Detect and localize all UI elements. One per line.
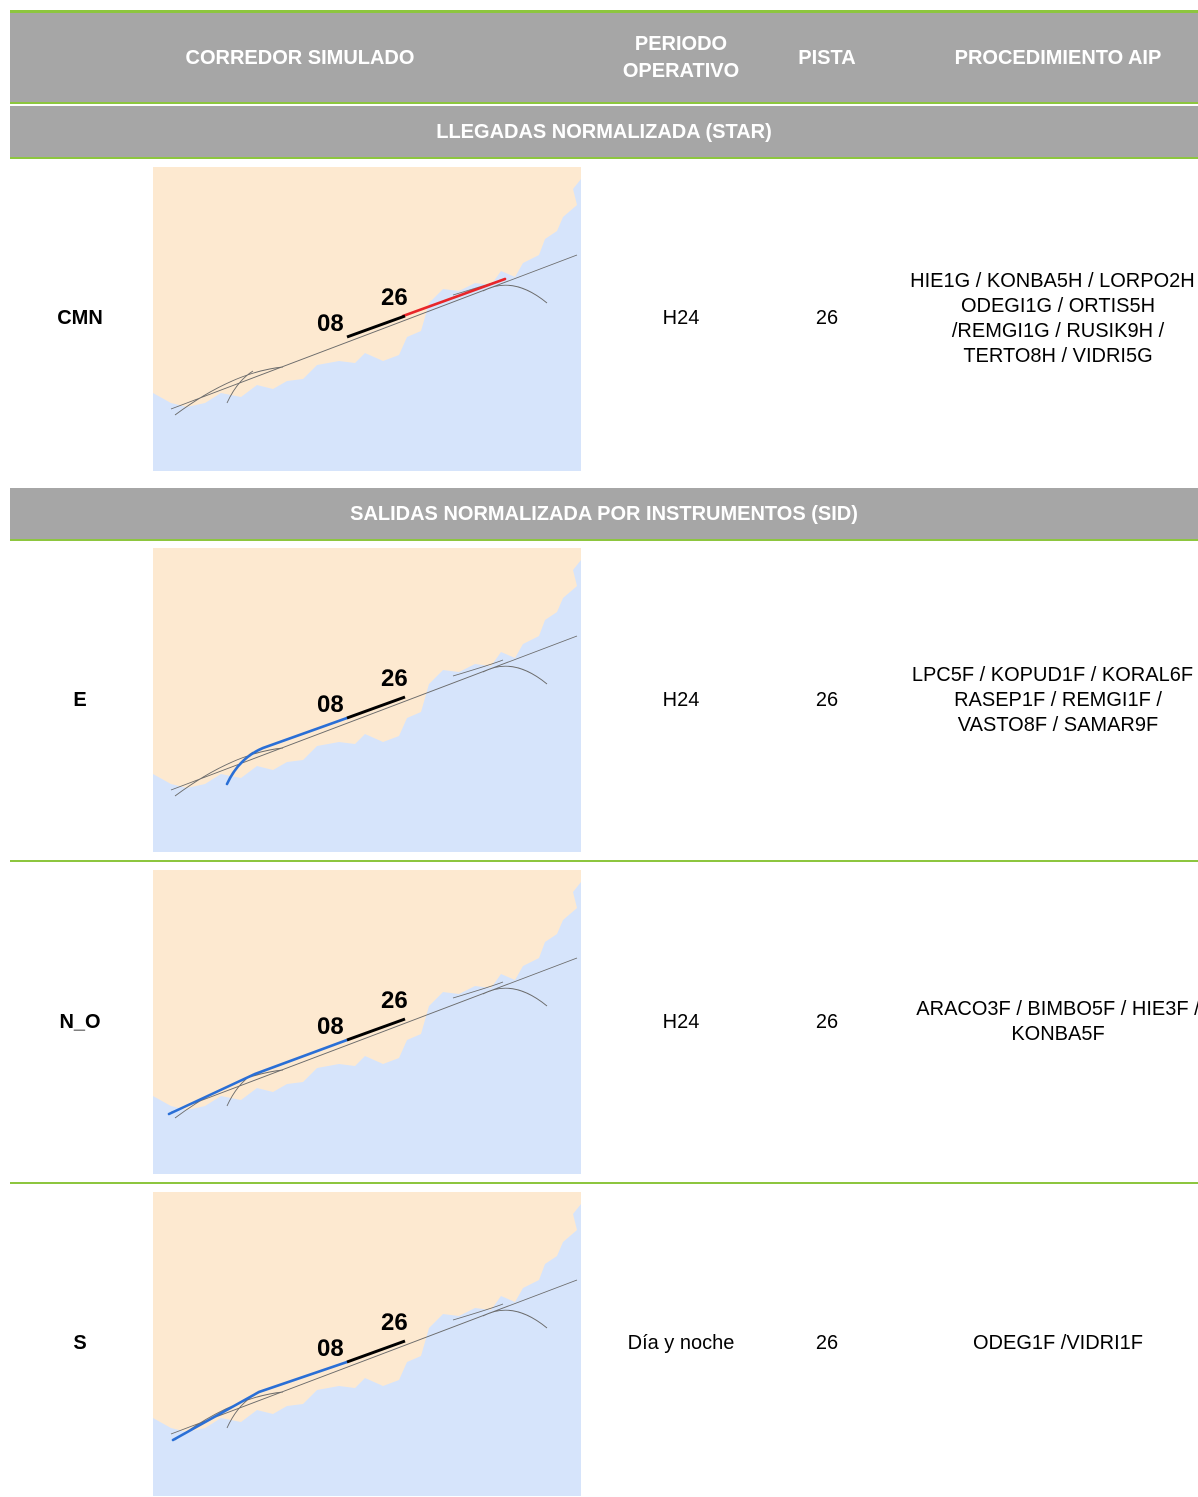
procedure-cell: LPC5F / KOPUD1F / KORAL6F / RASEP1F / RE… bbox=[911, 663, 1198, 736]
header-procedure: PROCEDIMIENTO AIP bbox=[954, 46, 1162, 69]
land-area bbox=[153, 870, 581, 1110]
period-cell: H24 bbox=[662, 307, 700, 329]
section-sid: SALIDAS NORMALIZADA POR INSTRUMENTOS (SI… bbox=[10, 488, 1198, 540]
procedure-track bbox=[482, 284, 548, 303]
header-period: PERIODO OPERATIVO bbox=[622, 33, 740, 82]
land-area bbox=[153, 166, 581, 407]
runway-label-08: 08 bbox=[317, 1013, 344, 1040]
runway-label-08: 08 bbox=[317, 1335, 344, 1362]
highlighted-route bbox=[401, 277, 507, 317]
procedure-track bbox=[174, 366, 284, 415]
procedure-track bbox=[174, 747, 284, 797]
procedure-track bbox=[452, 981, 504, 999]
row-rule bbox=[10, 1182, 1198, 1184]
procedure-track bbox=[482, 987, 548, 1007]
route-map-svg: 08 26 bbox=[153, 870, 581, 1174]
runway-cell: 26 bbox=[815, 688, 839, 711]
runway-line bbox=[346, 314, 406, 338]
period-cell: H24 bbox=[662, 1010, 700, 1033]
header-rule bbox=[10, 102, 1198, 104]
table-row: N_O 08 26 H24 26 ARACO3F / BIMBO5F / HIE3… bbox=[10, 870, 1198, 1174]
highlighted-route bbox=[225, 716, 349, 786]
route-map-svg: 08 26 bbox=[153, 1191, 581, 1496]
table-row: CMN 08 26 H24 26 HIE1G / KONBA5H / LORPO2… bbox=[10, 166, 1198, 471]
header-runway: PISTA bbox=[798, 46, 856, 69]
runway-label-26: 26 bbox=[381, 987, 408, 1014]
header-corridor: CORREDOR SIMULADO bbox=[185, 46, 415, 69]
procedure-cell: HIE1G / KONBA5H / LORPO2H / ODEGI1G / OR… bbox=[910, 269, 1198, 367]
period-cell: H24 bbox=[662, 688, 700, 711]
runway-line bbox=[346, 1339, 406, 1363]
table-row: E 08 26 H24 26 LPC5F / KOPUD1F / KORAL6F … bbox=[10, 548, 1198, 852]
procedure-track bbox=[226, 370, 254, 403]
route-map: 08 26 bbox=[153, 1191, 581, 1496]
route-map: 08 26 bbox=[153, 166, 581, 471]
section-star-rule bbox=[10, 157, 1198, 159]
highlighted-route bbox=[171, 1360, 349, 1441]
route-map-svg: 08 26 bbox=[153, 548, 581, 852]
runway-cell: 26 bbox=[815, 1010, 839, 1033]
runway-label-08: 08 bbox=[317, 691, 344, 718]
table-header: CORREDOR SIMULADO PERIODO OPERATIVO PIST… bbox=[10, 13, 1198, 103]
runway-cell: 26 bbox=[815, 307, 839, 329]
procedure-cell: ODEG1F /VIDRI1F bbox=[972, 1332, 1144, 1354]
corridor-cell: S bbox=[73, 1332, 87, 1354]
route-map: 08 26 bbox=[153, 870, 581, 1174]
period-cell: Día y noche bbox=[627, 1332, 735, 1354]
route-map: 08 26 bbox=[153, 548, 581, 852]
route-map-svg: 08 26 bbox=[153, 166, 581, 471]
runway-label-26: 26 bbox=[381, 284, 408, 311]
corridor-cell: N_O bbox=[59, 1010, 101, 1033]
runway-label-26: 26 bbox=[381, 665, 408, 692]
highlighted-route bbox=[167, 1038, 349, 1116]
corridor-cell: E bbox=[73, 688, 87, 711]
row-rule bbox=[10, 860, 1198, 862]
land-area bbox=[153, 548, 581, 788]
section-star: LLEGADAS NORMALIZADA (STAR) bbox=[10, 106, 1198, 158]
top-rule bbox=[10, 10, 1198, 13]
procedure-track bbox=[482, 665, 548, 685]
procedure-track bbox=[452, 1303, 504, 1320]
table-row: S 08 26 Día y noche 26 ODEG1F /VIDRI1F bbox=[10, 1191, 1198, 1496]
procedure-cell: ARACO3F / BIMBO5F / HIE3F / KONBA5F bbox=[916, 998, 1198, 1045]
corridor-cell: CMN bbox=[57, 307, 103, 329]
procedure-track bbox=[482, 1309, 548, 1328]
runway-cell: 26 bbox=[815, 1332, 839, 1354]
runway-line bbox=[346, 1017, 406, 1042]
section-sid-rule bbox=[10, 539, 1198, 541]
land-area bbox=[153, 1191, 581, 1432]
procedure-track bbox=[452, 659, 504, 677]
runway-label-26: 26 bbox=[381, 1309, 408, 1336]
runway-line bbox=[346, 695, 406, 720]
runway-label-08: 08 bbox=[317, 310, 344, 337]
